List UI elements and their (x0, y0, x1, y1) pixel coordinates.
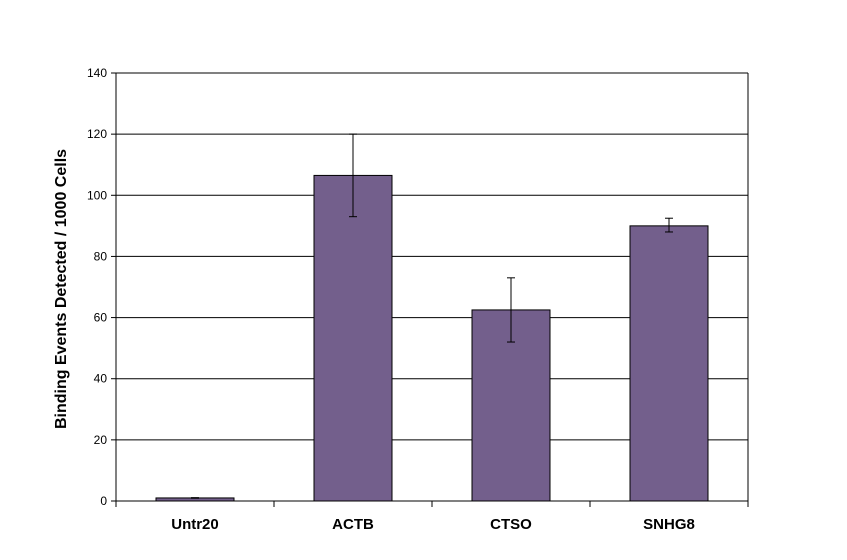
y-tick-label: 100 (87, 188, 107, 202)
x-category-label: CTSO (490, 516, 532, 533)
x-category-labels: Untr20 ACTB CTSO SNHG8 (171, 516, 695, 533)
bars (155, 174, 709, 502)
y-tick-label: 120 (87, 127, 107, 141)
x-category-label: Untr20 (171, 516, 219, 533)
error-bars (191, 133, 673, 499)
y-tick-label: 40 (94, 372, 108, 386)
y-axis-title: Binding Events Detected / 1000 Cells (53, 149, 70, 429)
y-tick-label: 80 (94, 249, 108, 263)
bar-actb (313, 174, 393, 502)
y-tick-label: 60 (94, 311, 108, 325)
x-category-label: ACTB (332, 516, 374, 533)
gridlines (116, 72, 748, 441)
axes (111, 72, 749, 507)
y-tick-labels: 0 20 40 60 80 100 120 140 (87, 66, 107, 508)
y-tick-label: 20 (94, 433, 108, 447)
y-tick-label: 140 (87, 66, 107, 80)
bar-snhg8 (629, 225, 709, 502)
y-tick-label: 0 (100, 494, 107, 508)
x-category-label: SNHG8 (643, 516, 695, 533)
